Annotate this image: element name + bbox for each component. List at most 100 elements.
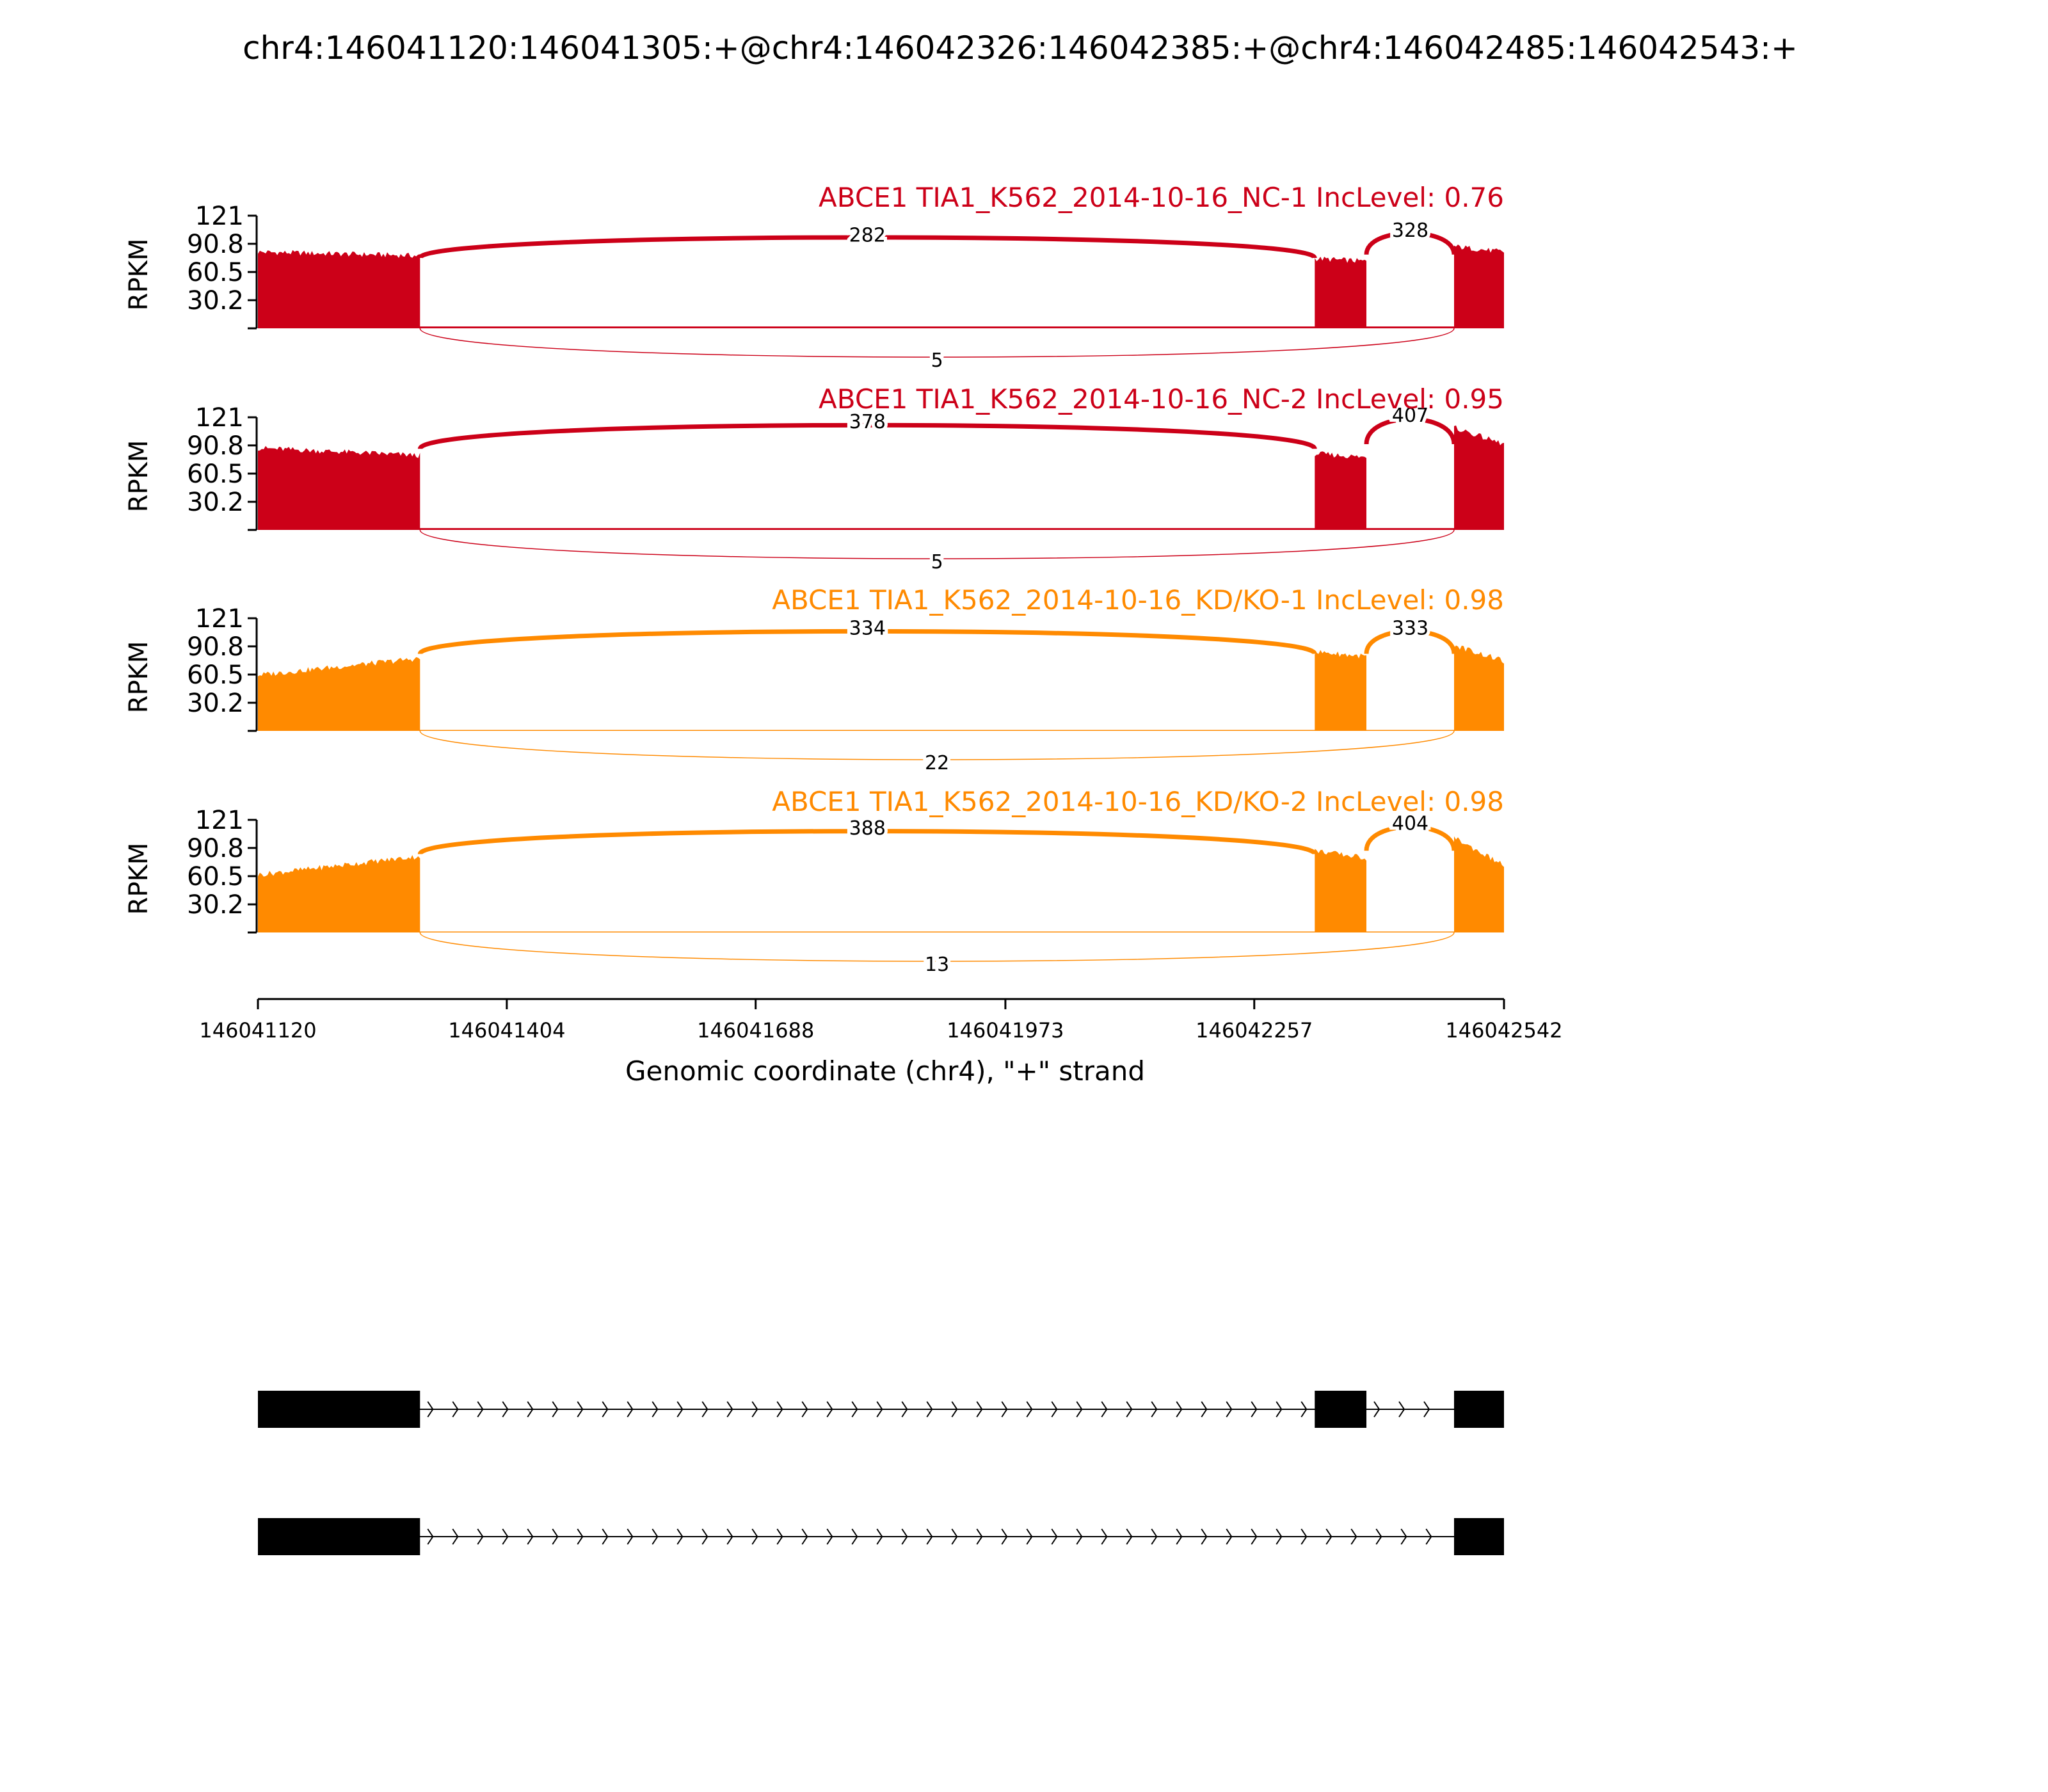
strand-arrow: [502, 1528, 509, 1545]
strand-arrow: [901, 1528, 908, 1545]
junction-arc: [417, 422, 1317, 451]
junction-arc: [1364, 628, 1457, 655]
x-tick-label: 146041404: [448, 1018, 565, 1043]
junction-count-label: 13: [925, 954, 949, 976]
strand-arrow: [1251, 1401, 1258, 1418]
strand-arrow: [552, 1528, 559, 1545]
y-axis-label: RPKM: [124, 440, 154, 513]
y-tick-label: 60.5: [187, 460, 244, 489]
strand-arrow: [1026, 1401, 1033, 1418]
strand-arrow: [1076, 1528, 1083, 1545]
strand-arrow: [577, 1401, 584, 1418]
strand-arrow: [776, 1401, 783, 1418]
y-tick-label: 121: [195, 806, 244, 835]
strand-arrow: [477, 1401, 484, 1418]
y-tick-label: 90.8: [187, 834, 244, 863]
strand-arrow: [701, 1528, 708, 1545]
junction-count-label: 22: [925, 752, 949, 774]
x-tick-label: 146041973: [947, 1018, 1064, 1043]
strand-arrow: [801, 1528, 808, 1545]
strand-arrow: [851, 1528, 858, 1545]
strand-arrow: [1423, 1401, 1430, 1418]
y-tick-label: 60.5: [187, 258, 244, 287]
strand-arrow: [1300, 1401, 1308, 1418]
strand-arrow: [1176, 1401, 1183, 1418]
strand-arrow: [1001, 1401, 1008, 1418]
strand-arrow: [577, 1528, 584, 1545]
x-tick-label: 146041120: [199, 1018, 316, 1043]
junction-count-label: 334: [849, 618, 886, 640]
strand-arrow: [801, 1401, 808, 1418]
exon-block: [1453, 1391, 1504, 1428]
x-axis-label: Genomic coordinate (chr4), "+" strand: [625, 1055, 1145, 1087]
y-tick-label: 90.8: [187, 632, 244, 662]
coverage-panel: 334 333 22 ABCE1 TIA1_K562_2014-10-16_KD/KO…: [124, 584, 1504, 778]
panel-title: ABCE1 TIA1_K562_2014-10-16_KD/KO-2 IncLe…: [772, 786, 1504, 817]
y-tick-label: 60.5: [187, 862, 244, 892]
coverage-area: [258, 645, 1504, 731]
panel-title: ABCE1 TIA1_K562_2014-10-16_KD/KO-1 IncLe…: [772, 584, 1504, 616]
strand-arrow: [1051, 1401, 1058, 1418]
strand-arrow: [676, 1401, 684, 1418]
strand-arrow: [1151, 1528, 1158, 1545]
strand-arrow: [1398, 1401, 1405, 1418]
junction-arc: [1364, 230, 1457, 255]
panel-title: ABCE1 TIA1_K562_2014-10-16_NC-2 IncLevel…: [819, 383, 1504, 415]
y-axis-label: RPKM: [124, 843, 154, 915]
exon-block: [258, 1518, 420, 1555]
gene-models: [258, 1391, 1504, 1555]
strand-arrow: [502, 1401, 509, 1418]
x-axis: 146041120 146041404 146041688 146041973 1460…: [199, 998, 1563, 1043]
strand-arrow: [951, 1401, 958, 1418]
strand-arrow: [552, 1401, 559, 1418]
x-tick-label: 146042257: [1196, 1018, 1313, 1043]
strand-arrow: [1201, 1401, 1208, 1418]
junction-count-label: 378: [849, 411, 886, 433]
strand-arrow: [976, 1528, 983, 1545]
strand-arrow: [427, 1401, 434, 1418]
junction-count-label: 388: [849, 817, 886, 840]
junction-count-label: 328: [1392, 220, 1428, 242]
strand-arrow: [1350, 1528, 1357, 1545]
strand-arrow: [1373, 1401, 1380, 1418]
strand-arrow: [452, 1401, 459, 1418]
y-tick-label: 90.8: [187, 230, 244, 259]
strand-arrow: [726, 1528, 733, 1545]
strand-arrow: [1201, 1528, 1208, 1545]
strand-arrow: [701, 1401, 708, 1418]
strand-arrow: [1101, 1528, 1108, 1545]
coverage-panel: 282 328 5 ABCE1 TIA1_K562_2014-10-16_NC-1 I…: [124, 182, 1504, 375]
strand-arrow: [1101, 1401, 1108, 1418]
x-tick-label: 146042542: [1445, 1018, 1562, 1043]
junction-arc: [419, 932, 1455, 962]
strand-arrow: [602, 1401, 609, 1418]
strand-arrow: [726, 1401, 733, 1418]
coverage-panel: 378 407 5 ABCE1 TIA1_K562_2014-10-16_NC-2 I…: [124, 383, 1504, 577]
strand-arrow: [751, 1528, 758, 1545]
junction-arc: [417, 235, 1317, 260]
strand-arrow: [1425, 1528, 1432, 1545]
strand-arrow: [1276, 1401, 1283, 1418]
exon-block: [1453, 1518, 1504, 1555]
y-tick-label: 121: [195, 403, 244, 433]
strand-arrow: [876, 1528, 883, 1545]
coverage-area: [258, 244, 1504, 328]
junction-arc: [419, 328, 1455, 358]
strand-arrow: [627, 1528, 634, 1545]
junction-count-label: 5: [931, 349, 943, 372]
strand-arrow: [477, 1528, 484, 1545]
strand-arrow: [627, 1401, 634, 1418]
strand-arrow: [1126, 1528, 1133, 1545]
junction-arc: [1364, 824, 1457, 851]
y-tick-label: 30.2: [187, 890, 244, 920]
coverage-panels: 282 328 5 ABCE1 TIA1_K562_2014-10-16_NC-1 I…: [124, 182, 1504, 979]
strand-arrow: [452, 1528, 459, 1545]
junction-arc: [417, 829, 1317, 856]
strand-arrow: [1001, 1528, 1008, 1545]
y-axis-label: RPKM: [124, 641, 154, 714]
exon-block: [258, 1391, 420, 1428]
strand-arrow: [427, 1528, 434, 1545]
strand-arrow: [602, 1528, 609, 1545]
strand-arrow: [926, 1401, 933, 1418]
